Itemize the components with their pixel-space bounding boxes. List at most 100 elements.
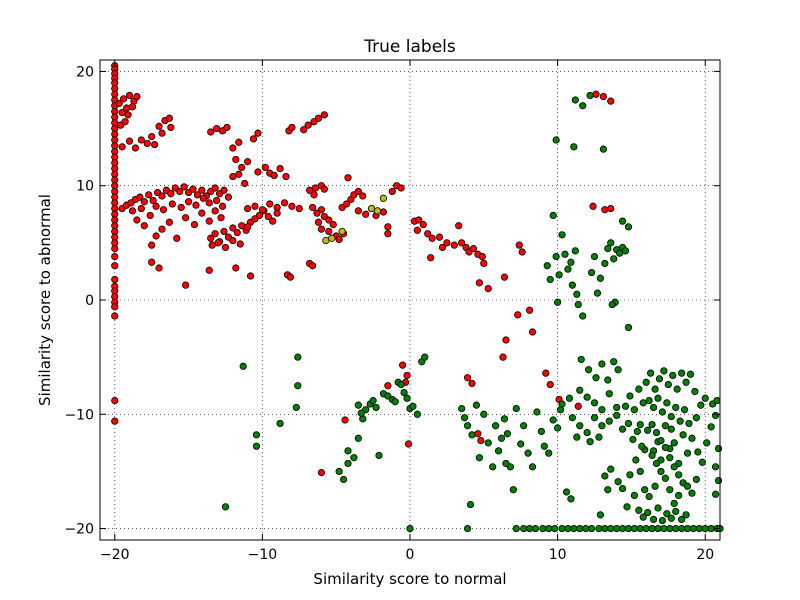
data-point (688, 489, 696, 497)
data-point (512, 524, 520, 533)
data-point (607, 524, 615, 533)
data-point (294, 382, 302, 390)
data-point (567, 495, 575, 503)
data-point (533, 408, 541, 416)
data-point (648, 451, 656, 460)
data-point (714, 476, 723, 485)
data-point (590, 399, 599, 407)
data-point (624, 223, 633, 231)
data-point (288, 202, 296, 210)
data-point (335, 467, 343, 476)
data-point (111, 303, 119, 311)
data-point (714, 444, 723, 453)
data-point (664, 380, 672, 389)
data-point (607, 239, 615, 247)
data-point (421, 353, 429, 361)
data-point (480, 259, 488, 268)
data-point (524, 449, 532, 457)
data-point (220, 227, 228, 236)
axis-ticks: −20 −10 0 10 20 −20 −10 0 10 20 (64, 60, 720, 563)
data-point (221, 243, 230, 252)
data-point (652, 459, 661, 468)
data-point (540, 442, 548, 450)
data-point (252, 431, 261, 439)
data-point (205, 199, 213, 207)
data-point (475, 454, 483, 462)
data-point (680, 406, 689, 414)
data-point (213, 124, 221, 133)
data-point (292, 403, 300, 412)
data-point (244, 158, 252, 166)
data-point (598, 360, 606, 368)
data-point (341, 416, 349, 424)
data-point (672, 403, 680, 412)
data-point (629, 435, 637, 444)
data-point (233, 228, 241, 237)
data-point (679, 431, 687, 439)
data-point (118, 143, 126, 151)
data-point (368, 204, 376, 213)
data-point (666, 524, 674, 533)
data-point (427, 254, 435, 262)
data-point (128, 207, 137, 215)
data-point (586, 438, 594, 446)
data-point (354, 207, 362, 215)
y-tick-label: 20 (76, 64, 94, 80)
series-0 (111, 62, 615, 477)
data-point (282, 172, 290, 181)
data-point (469, 244, 478, 253)
data-point (229, 172, 237, 181)
x-tick-label: 10 (549, 547, 567, 563)
data-point (217, 214, 225, 222)
data-point (691, 387, 699, 396)
data-point (599, 92, 607, 101)
data-point (648, 420, 656, 429)
data-point (567, 258, 575, 266)
data-point (158, 192, 166, 200)
data-point (484, 284, 492, 293)
data-point (638, 442, 646, 450)
data-point (148, 241, 156, 249)
data-point (604, 486, 612, 494)
data-point (276, 419, 284, 428)
data-point (574, 402, 582, 410)
data-point (624, 419, 633, 428)
data-point (558, 231, 566, 239)
data-point (375, 451, 383, 460)
data-point (320, 111, 328, 119)
data-point (670, 439, 678, 447)
data-point (184, 198, 193, 206)
data-point (369, 396, 377, 405)
data-point (344, 459, 352, 468)
data-point (354, 434, 362, 442)
data-point (304, 121, 312, 129)
data-point (645, 492, 653, 501)
data-point (707, 423, 715, 431)
data-point (613, 524, 621, 533)
data-point (159, 206, 168, 214)
data-point (713, 396, 721, 405)
data-point (651, 482, 659, 490)
data-point (241, 179, 249, 188)
data-point (269, 217, 277, 225)
data-point (211, 230, 219, 238)
data-point (604, 376, 612, 384)
data-point (613, 411, 621, 420)
data-point (552, 252, 560, 261)
data-point (111, 244, 119, 253)
data-point (254, 168, 262, 176)
chart-title: True labels (363, 37, 456, 57)
data-point (654, 394, 662, 402)
data-point (614, 478, 622, 486)
data-point (661, 474, 669, 482)
data-point (703, 439, 711, 447)
data-point (614, 366, 622, 374)
data-point (649, 515, 658, 524)
data-point (675, 491, 683, 500)
data-point (484, 439, 492, 447)
data-point (624, 524, 633, 533)
data-point (189, 185, 197, 193)
data-point (654, 504, 662, 512)
data-point (639, 513, 647, 521)
data-point (655, 375, 664, 383)
